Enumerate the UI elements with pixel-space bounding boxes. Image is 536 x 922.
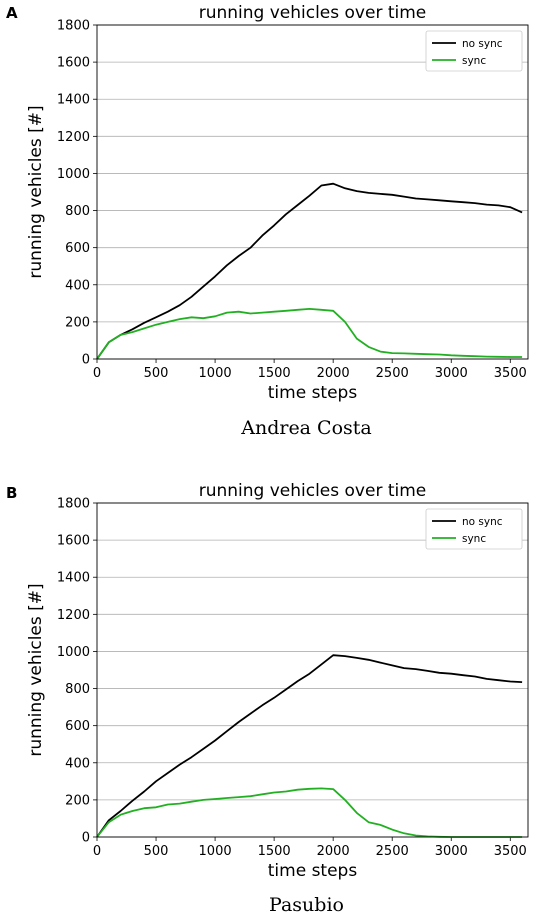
panel-b-y-tick-label: 600 bbox=[65, 719, 90, 734]
panel-a-series-sync-line bbox=[96, 308, 523, 360]
panel-b-y-axis-label: running vehicles [#] bbox=[26, 583, 46, 756]
panel-b-x-tick-label: 3000 bbox=[435, 844, 468, 859]
panel-a-x-tick-label: 3000 bbox=[435, 366, 468, 381]
panel-b-legend-box bbox=[425, 508, 523, 550]
panel-a-x-tick-label: 2500 bbox=[376, 366, 409, 381]
panel-a-y-tick-label: 600 bbox=[65, 241, 90, 256]
panel-b-y-tick-label: 1800 bbox=[57, 497, 90, 512]
panel-b-series-sync-line bbox=[96, 787, 523, 838]
panel-a-y-tick-label: 1200 bbox=[57, 130, 90, 145]
panel-a-x-tick-label: 500 bbox=[144, 366, 169, 381]
panel-b-x-tick-label: 500 bbox=[144, 844, 169, 859]
panel-b-series-no-sync-line bbox=[96, 654, 523, 838]
panel-a-plot-frame bbox=[96, 24, 529, 360]
panel-b-y-tick-label: 1000 bbox=[57, 645, 90, 660]
panel-a-y-axis-label: running vehicles [#] bbox=[26, 105, 46, 278]
panel-a-y-tick-label: 1400 bbox=[57, 93, 90, 108]
panel-b-y-tick-label: 1600 bbox=[57, 534, 90, 549]
panel-a-y-tick-label: 800 bbox=[65, 204, 90, 219]
panel-a-title: running vehicles over time bbox=[199, 3, 427, 23]
panel-a-x-axis-label: time steps bbox=[268, 383, 358, 403]
panel-b-caption: Pasubio bbox=[269, 894, 344, 916]
panel-b-x-tick-label: 1000 bbox=[199, 844, 232, 859]
panel-a-y-tick-label: 400 bbox=[65, 278, 90, 293]
panel-a-x-tick-label: 2000 bbox=[317, 366, 350, 381]
panel-a-y-tick-label: 200 bbox=[65, 315, 90, 330]
panel-a-x-tick-label: 3500 bbox=[494, 366, 527, 381]
panel-a-x-tick-label: 1000 bbox=[199, 366, 232, 381]
panel-b-plot-frame bbox=[96, 502, 529, 838]
panel-b-x-tick-label: 2500 bbox=[376, 844, 409, 859]
panel-a-x-tick-label: 1500 bbox=[258, 366, 291, 381]
panel-b-y-tick-label: 1400 bbox=[57, 571, 90, 586]
panel-b-y-tick-label: 200 bbox=[65, 793, 90, 808]
panel-a-y-tick-label: 1000 bbox=[57, 167, 90, 182]
panel-a-y-tick-label: 1800 bbox=[57, 19, 90, 34]
panel-a-caption: Andrea Costa bbox=[240, 417, 372, 439]
panel-b-x-tick-label: 0 bbox=[93, 844, 101, 859]
panel-a-series-no-sync-line bbox=[96, 182, 523, 360]
panel-b-x-axis-label: time steps bbox=[268, 861, 358, 881]
panel-a-y-tick-label: 0 bbox=[82, 353, 90, 368]
panel-a-legend-label-no-sync: no sync bbox=[462, 38, 503, 50]
panel-b-y-tick-label: 400 bbox=[65, 756, 90, 771]
panel-b-title: running vehicles over time bbox=[199, 481, 427, 501]
panel-b-legend-label-sync: sync bbox=[462, 533, 486, 545]
panel-a-y-tick-label: 1600 bbox=[57, 56, 90, 71]
panel-b-y-tick-label: 0 bbox=[82, 831, 90, 846]
panel-b-y-tick-label: 800 bbox=[65, 682, 90, 697]
panel-a-letter: A bbox=[6, 4, 18, 22]
panel-a-x-tick-label: 0 bbox=[93, 366, 101, 381]
panel-b-legend-label-no-sync: no sync bbox=[462, 516, 503, 528]
panel-a-legend-label-sync: sync bbox=[462, 55, 486, 67]
panel-b-letter: B bbox=[6, 484, 17, 502]
panel-b-y-tick-label: 1200 bbox=[57, 608, 90, 623]
panel-b-x-tick-label: 1500 bbox=[258, 844, 291, 859]
panel-b-x-tick-label: 2000 bbox=[317, 844, 350, 859]
panel-a-legend-box bbox=[425, 30, 523, 72]
panel-b-x-tick-label: 3500 bbox=[494, 844, 527, 859]
